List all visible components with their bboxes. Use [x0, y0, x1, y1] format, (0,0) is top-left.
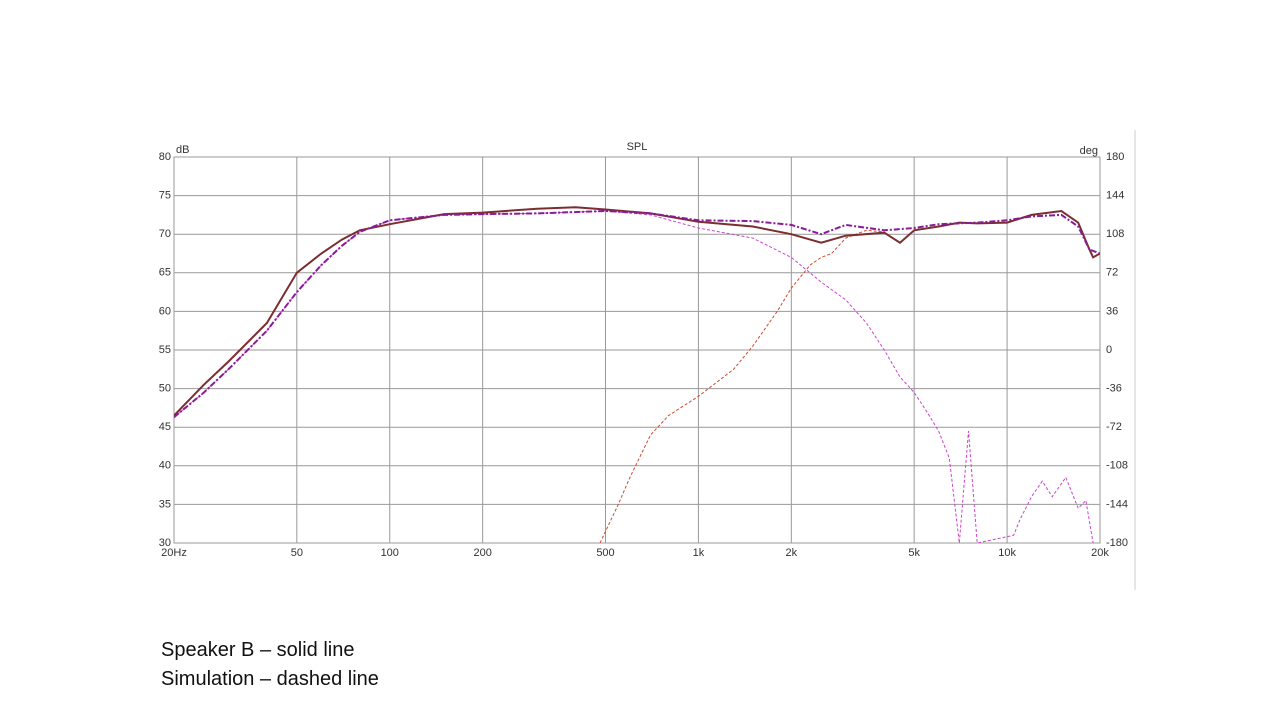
x-tick-label: 200	[473, 547, 491, 559]
note: Speaker B – solid line	[161, 639, 355, 661]
x-tick-label: 100	[381, 547, 399, 559]
y-tick-label: 30	[159, 537, 171, 549]
chart-title: SPL	[627, 141, 648, 153]
y2-tick-label: 108	[1106, 228, 1124, 240]
y-tick-label: 50	[159, 383, 171, 395]
x-tick-label: 10k	[998, 547, 1016, 559]
y2-tick-label: -144	[1106, 498, 1128, 510]
note: Simulation – dashed line	[161, 668, 379, 690]
y2-tick-label: 72	[1106, 267, 1118, 279]
y2-tick-label: -108	[1106, 460, 1128, 472]
y2-tick-label: 180	[1106, 151, 1124, 163]
y-tick-label: 45	[159, 421, 171, 433]
x-tick-label: 5k	[908, 547, 920, 559]
y-tick-label: 55	[159, 344, 171, 356]
y2-tick-label: 0	[1106, 344, 1112, 356]
y-tick-label: 40	[159, 460, 171, 472]
y2-tick-label: -36	[1106, 383, 1122, 395]
x-tick-label: 500	[596, 547, 614, 559]
y2-tick-label: -180	[1106, 537, 1128, 549]
y-tick-label: 80	[159, 151, 171, 163]
x-tick-label: 1k	[693, 547, 705, 559]
x-tick-label: 2k	[786, 547, 798, 559]
y-tick-label: 65	[159, 267, 171, 279]
x-tick-label: 50	[291, 547, 303, 559]
y2-axis-label: deg	[1080, 145, 1098, 157]
y2-tick-label: -72	[1106, 421, 1122, 433]
y2-tick-label: 36	[1106, 305, 1118, 317]
y-tick-label: 70	[159, 228, 171, 240]
y-tick-label: 75	[159, 190, 171, 202]
series-line	[174, 209, 1100, 418]
x-tick-label: 20k	[1091, 547, 1109, 559]
y2-tick-label: 144	[1106, 190, 1124, 202]
series-line	[174, 206, 1100, 417]
y-axis-label: dB	[176, 144, 189, 156]
series-line	[599, 229, 885, 543]
y-tick-label: 35	[159, 498, 171, 510]
chart: SPL dB deg 30 35 40 45 50 55 60 65 70 75 80 -180 -14…	[159, 130, 1136, 590]
y-tick-label: 60	[159, 305, 171, 317]
x-tick-label: 20Hz	[161, 547, 187, 559]
